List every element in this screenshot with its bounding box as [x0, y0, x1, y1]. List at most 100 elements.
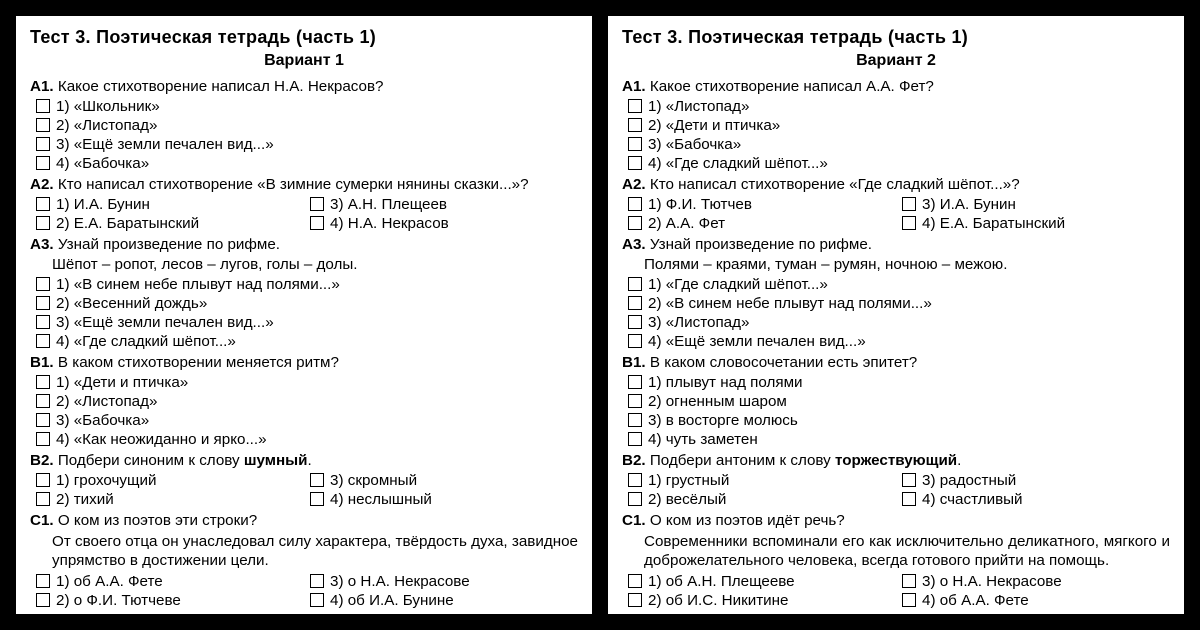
- checkbox-icon[interactable]: [902, 593, 916, 607]
- checkbox-icon[interactable]: [36, 473, 50, 487]
- qtext: О ком из поэтов эти строки?: [58, 512, 257, 529]
- page-variant-1: Тест 3. Поэтическая тетрадь (часть 1) Ва…: [16, 16, 592, 614]
- options-a1: 1) «Листопад» 2) «Дети и птичка» 3) «Баб…: [622, 97, 1170, 173]
- option: 3) в восторге молюсь: [628, 411, 1170, 430]
- qtext-a: Подбери синоним к слову: [58, 452, 244, 469]
- option: 2) весёлый: [628, 490, 896, 509]
- options-a2: 1) Ф.И. Тютчев 2) А.А. Фет 3) И.А. Бунин…: [622, 195, 1170, 233]
- checkbox-icon[interactable]: [628, 315, 642, 329]
- checkbox-icon[interactable]: [310, 492, 324, 506]
- option: 1) «Листопад»: [628, 97, 1170, 116]
- checkbox-icon[interactable]: [36, 137, 50, 151]
- option: 2) «В синем небе плывут над полями...»: [628, 294, 1170, 313]
- qnum: А3.: [622, 236, 646, 253]
- qtext-bold: шумный: [244, 452, 308, 469]
- option: 4) об А.А. Фете: [902, 591, 1170, 610]
- question-b2: В2. Подбери антоним к слову торжествующи…: [622, 451, 1170, 470]
- checkbox-icon[interactable]: [902, 492, 916, 506]
- option: 4) Н.А. Некрасов: [310, 214, 578, 233]
- option: 1) Ф.И. Тютчев: [628, 195, 896, 214]
- variant-label: Вариант 1: [30, 51, 578, 71]
- option: 2) Е.А. Баратынский: [36, 214, 304, 233]
- checkbox-icon[interactable]: [310, 593, 324, 607]
- qnum: А1.: [30, 78, 54, 95]
- checkbox-icon[interactable]: [36, 118, 50, 132]
- checkbox-icon[interactable]: [36, 156, 50, 170]
- options-a2: 1) И.А. Бунин 2) Е.А. Баратынский 3) А.Н…: [30, 195, 578, 233]
- checkbox-icon[interactable]: [628, 296, 642, 310]
- checkbox-icon[interactable]: [902, 473, 916, 487]
- checkbox-icon[interactable]: [36, 593, 50, 607]
- checkbox-icon[interactable]: [902, 216, 916, 230]
- qtext: Кто написал стихотворение «Где сладкий ш…: [650, 176, 1020, 193]
- checkbox-icon[interactable]: [36, 315, 50, 329]
- qnum: В2.: [30, 452, 54, 469]
- hint: Полями – краями, туман – румян, ночною –…: [644, 255, 1170, 274]
- options-b2: 1) грустный 2) весёлый 3) радостный 4) с…: [622, 471, 1170, 509]
- checkbox-icon[interactable]: [628, 334, 642, 348]
- checkbox-icon[interactable]: [36, 216, 50, 230]
- variant-label: Вариант 2: [622, 51, 1170, 71]
- checkbox-icon[interactable]: [628, 375, 642, 389]
- question-b2: В2. Подбери синоним к слову шумный.: [30, 451, 578, 470]
- checkbox-icon[interactable]: [628, 473, 642, 487]
- checkbox-icon[interactable]: [628, 137, 642, 151]
- checkbox-icon[interactable]: [628, 277, 642, 291]
- checkbox-icon[interactable]: [36, 296, 50, 310]
- checkbox-icon[interactable]: [628, 156, 642, 170]
- options-c1: 1) об А.А. Фете 2) о Ф.И. Тютчеве 3) о Н…: [30, 572, 578, 610]
- paragraph: Современники вспоминали его как исключит…: [644, 532, 1170, 570]
- checkbox-icon[interactable]: [310, 197, 324, 211]
- question-b1: В1. В каком словосочетании есть эпитет?: [622, 353, 1170, 372]
- checkbox-icon[interactable]: [36, 492, 50, 506]
- checkbox-icon[interactable]: [36, 197, 50, 211]
- qtext: В каком словосочетании есть эпитет?: [650, 354, 917, 371]
- checkbox-icon[interactable]: [36, 277, 50, 291]
- checkbox-icon[interactable]: [36, 99, 50, 113]
- option: 4) «Ещё земли печален вид...»: [628, 332, 1170, 351]
- option: 4) об И.А. Бунине: [310, 591, 578, 610]
- option: 3) А.Н. Плещеев: [310, 195, 578, 214]
- checkbox-icon[interactable]: [628, 593, 642, 607]
- checkbox-icon[interactable]: [628, 394, 642, 408]
- option: 3) «Бабочка»: [36, 411, 578, 430]
- checkbox-icon[interactable]: [628, 216, 642, 230]
- checkbox-icon[interactable]: [628, 197, 642, 211]
- question-c1: С1. О ком из поэтов идёт речь?: [622, 511, 1170, 530]
- checkbox-icon[interactable]: [310, 574, 324, 588]
- options-a1: 1) «Школьник» 2) «Листопад» 3) «Ещё земл…: [30, 97, 578, 173]
- qtext: Узнай произведение по рифме.: [58, 236, 280, 253]
- checkbox-icon[interactable]: [36, 394, 50, 408]
- qtext: Узнай произведение по рифме.: [650, 236, 872, 253]
- option: 1) И.А. Бунин: [36, 195, 304, 214]
- checkbox-icon[interactable]: [36, 413, 50, 427]
- checkbox-icon[interactable]: [628, 492, 642, 506]
- option: 4) счастливый: [902, 490, 1170, 509]
- checkbox-icon[interactable]: [628, 413, 642, 427]
- question-a2: А2. Кто написал стихотворение «В зимние …: [30, 175, 578, 194]
- qtext-b: .: [957, 452, 961, 469]
- question-b1: В1. В каком стихотворении меняется ритм?: [30, 353, 578, 372]
- option: 3) о Н.А. Некрасове: [310, 572, 578, 591]
- options-b1: 1) плывут над полями 2) огненным шаром 3…: [622, 373, 1170, 449]
- checkbox-icon[interactable]: [36, 574, 50, 588]
- checkbox-icon[interactable]: [310, 216, 324, 230]
- checkbox-icon[interactable]: [628, 118, 642, 132]
- option: 1) плывут над полями: [628, 373, 1170, 392]
- option: 1) об А.Н. Плещееве: [628, 572, 896, 591]
- checkbox-icon[interactable]: [36, 334, 50, 348]
- checkbox-icon[interactable]: [902, 197, 916, 211]
- checkbox-icon[interactable]: [36, 375, 50, 389]
- options-a3: 1) «В синем небе плывут над полями...» 2…: [30, 275, 578, 351]
- qnum: А3.: [30, 236, 54, 253]
- option: 4) чуть заметен: [628, 430, 1170, 449]
- checkbox-icon[interactable]: [902, 574, 916, 588]
- checkbox-icon[interactable]: [36, 432, 50, 446]
- checkbox-icon[interactable]: [628, 574, 642, 588]
- checkbox-icon[interactable]: [310, 473, 324, 487]
- option: 1) об А.А. Фете: [36, 572, 304, 591]
- checkbox-icon[interactable]: [628, 432, 642, 446]
- checkbox-icon[interactable]: [628, 99, 642, 113]
- option: 1) «Дети и птичка»: [36, 373, 578, 392]
- option: 3) радостный: [902, 471, 1170, 490]
